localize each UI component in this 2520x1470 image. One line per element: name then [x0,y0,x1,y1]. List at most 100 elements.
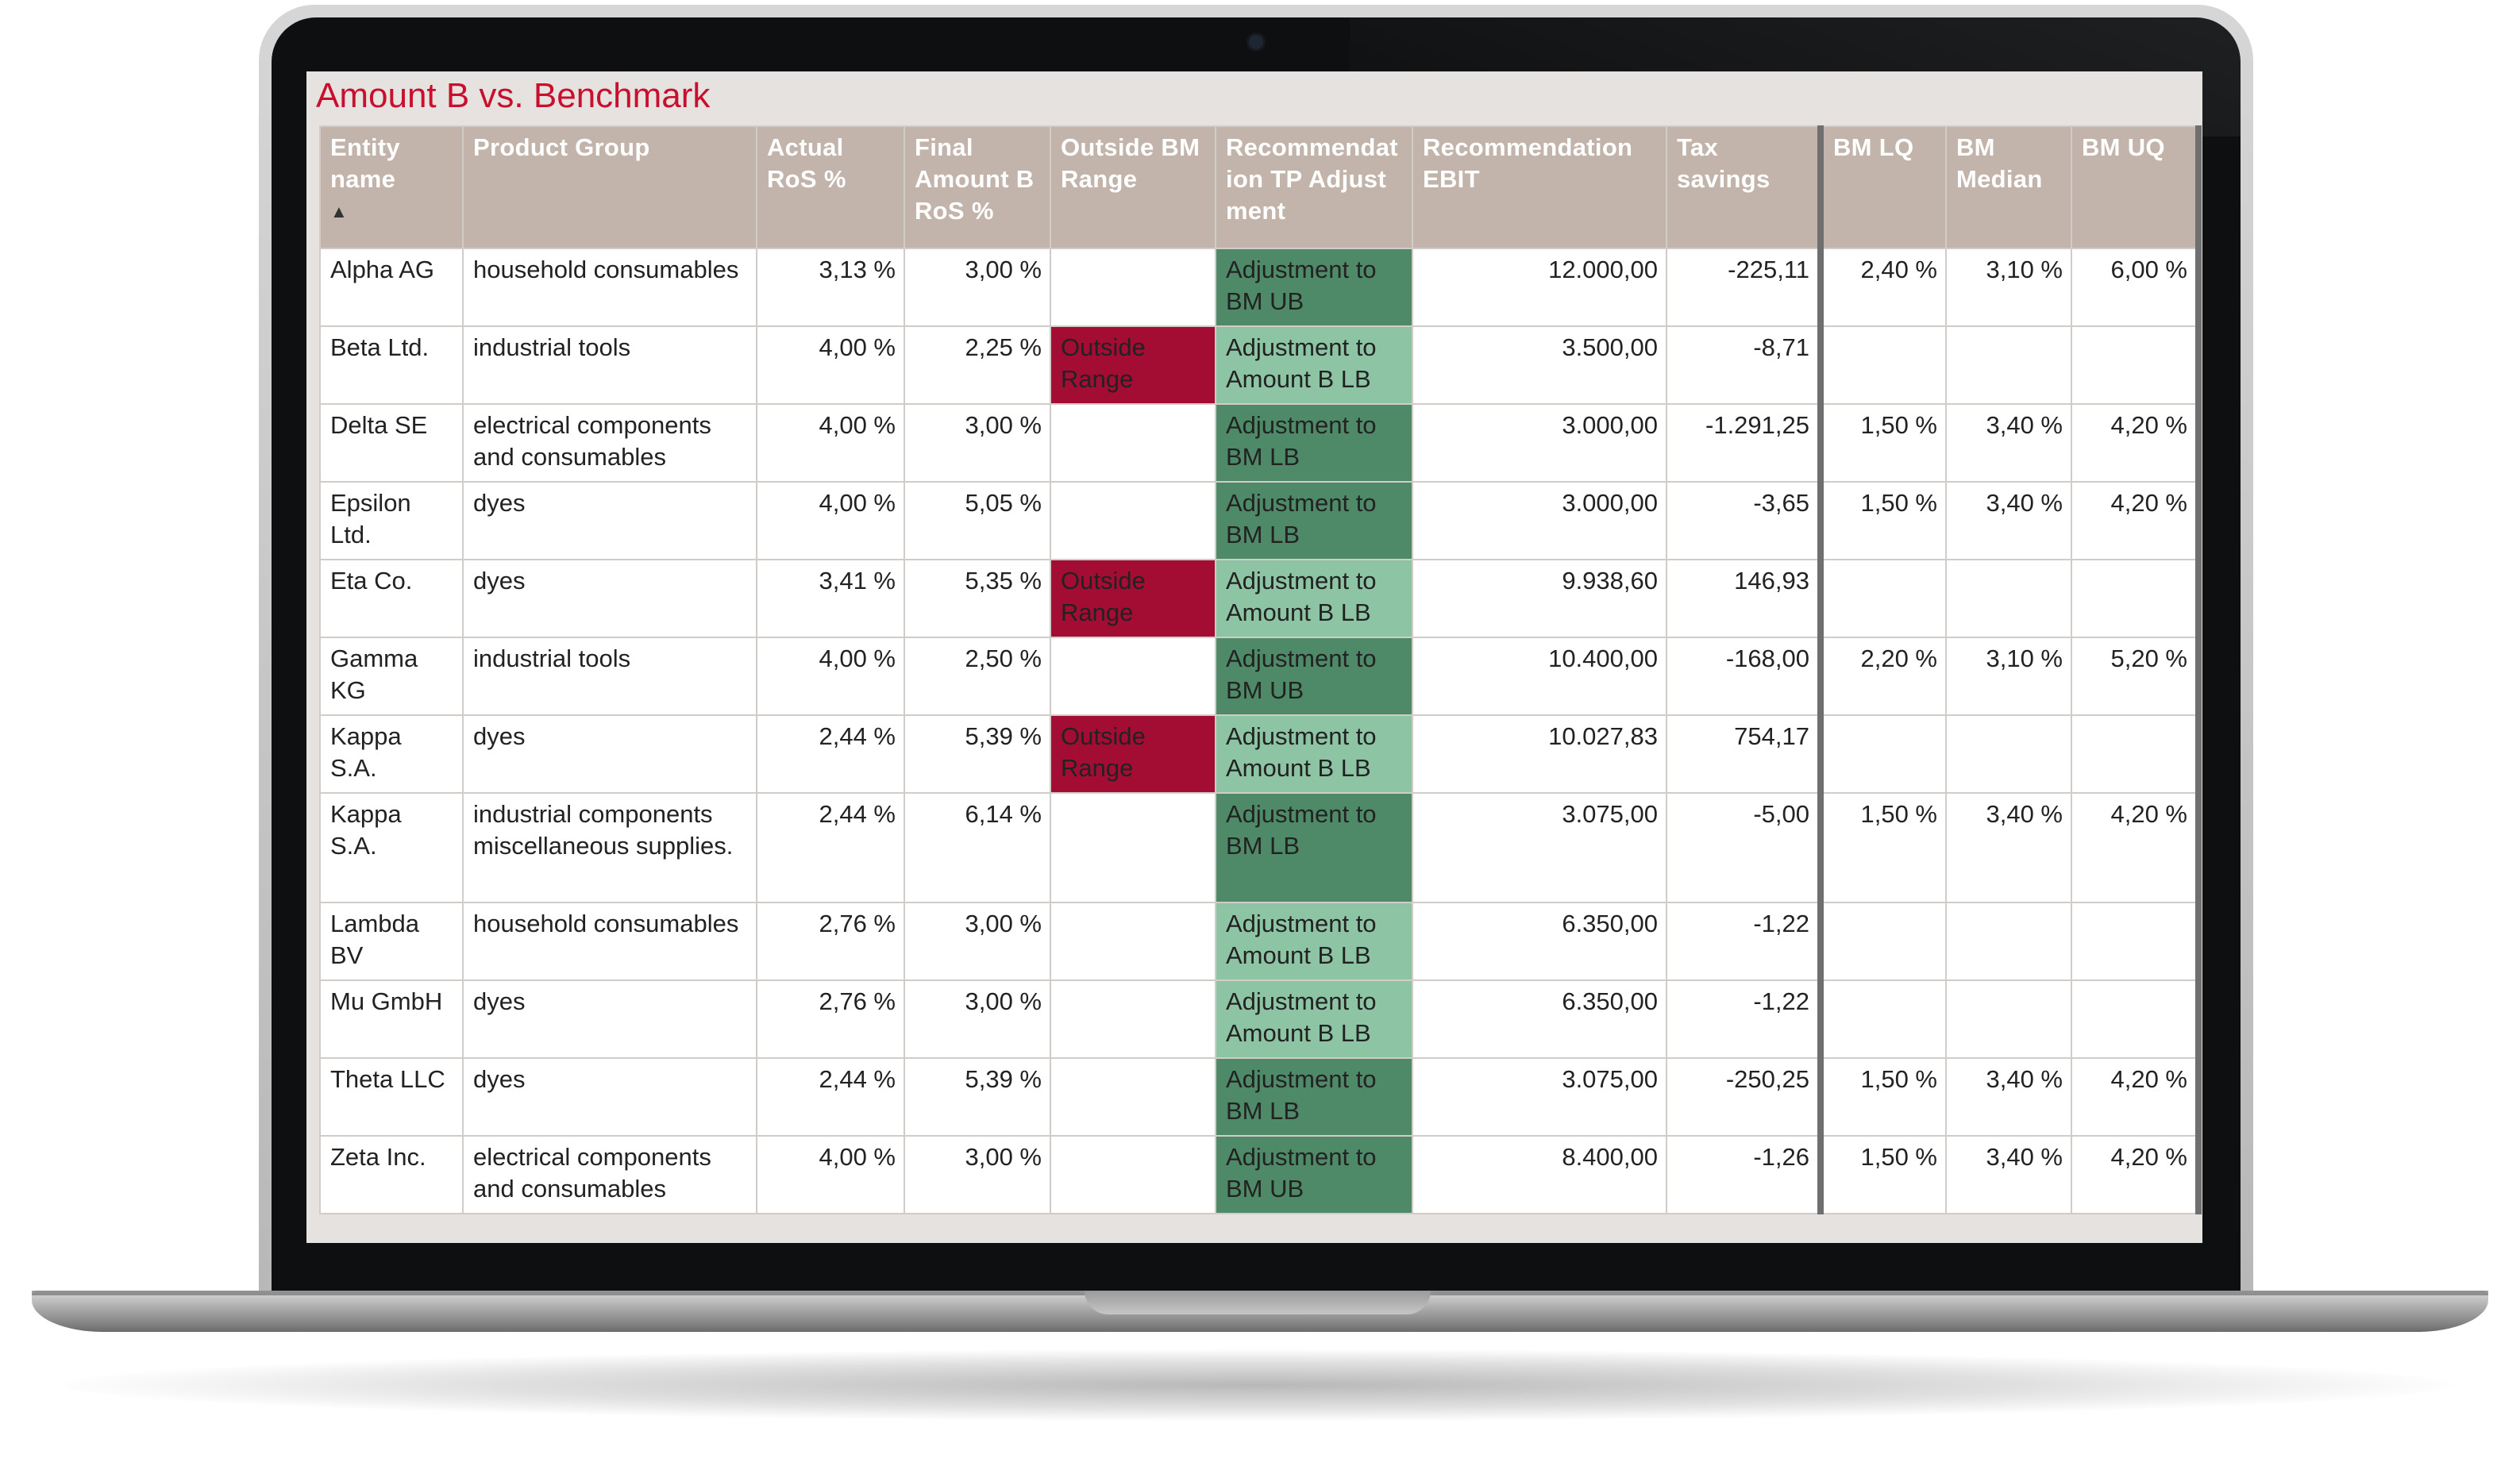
cell-actual-ros: 2,44 % [756,1057,905,1137]
cell-recommendation: Adjustment to BM UB [1215,637,1413,716]
cell-bm-median: 3,40 % [1945,1057,2072,1137]
cell-tax-savings: -1,22 [1666,902,1821,981]
cell-bm-median: 3,10 % [1945,637,2072,716]
table-row[interactable]: Delta SE electrical components and consu… [319,403,2202,483]
cell-bm-median [1945,714,2072,794]
cell-tax-savings: -250,25 [1666,1057,1821,1137]
sort-ascending-icon[interactable]: ▲ [330,202,349,221]
cell-bm-uq [2071,559,2202,638]
cell-bm-lq [1817,714,1947,794]
cell-final-ros: 3,00 % [904,902,1051,981]
column-header-product-group[interactable]: Product Group [462,125,757,249]
cell-recommendation: Adjustment to Amount B LB [1215,902,1413,981]
cell-ebit: 3.000,00 [1412,481,1667,560]
cell-entity: Eta Co. [319,559,464,638]
cell-bm-uq: 5,20 % [2071,637,2202,716]
cell-bm-uq: 4,20 % [2071,792,2202,903]
cell-ebit: 10.400,00 [1412,637,1667,716]
cell-tax-savings: -1,22 [1666,979,1821,1059]
cell-ebit: 3.075,00 [1412,1057,1667,1137]
table-row[interactable]: Beta Ltd. industrial tools 4,00 % 2,25 %… [319,325,2202,405]
cell-product-group: dyes [462,559,757,638]
column-header-recommendation-ebit[interactable]: Recommendation EBIT [1412,125,1667,249]
cell-entity: Epsilon Ltd. [319,481,464,560]
cell-product-group: household consumables [462,248,757,327]
cell-bm-median [1945,325,2072,405]
cell-outside-range [1050,481,1216,560]
table-row[interactable]: Eta Co. dyes 3,41 % 5,35 % Outside Range… [319,559,2202,638]
column-header-tax-savings[interactable]: Tax savings [1666,125,1821,249]
cell-recommendation: Adjustment to Amount B LB [1215,714,1413,794]
cell-recommendation: Adjustment to BM LB [1215,792,1413,903]
table-row[interactable]: Alpha AG household consumables 3,13 % 3,… [319,248,2202,327]
cell-bm-lq [1817,979,1947,1059]
table-row[interactable]: Kappa S.A. dyes 2,44 % 5,39 % Outside Ra… [319,714,2202,794]
cell-tax-savings: -225,11 [1666,248,1821,327]
table-row[interactable]: Zeta Inc. electrical components and cons… [319,1135,2202,1214]
cell-ebit: 9.938,60 [1412,559,1667,638]
column-header-recommendation-tp-adjustment[interactable]: Recommendation TP Adjustment [1215,125,1413,249]
cell-recommendation: Adjustment to BM UB [1215,1135,1413,1214]
cell-entity: Kappa S.A. [319,714,464,794]
column-header-final-amount-b-ros[interactable]: Final Amount B RoS % [904,125,1051,249]
cell-final-ros: 3,00 % [904,248,1051,327]
cell-outside-range: Outside Range [1050,714,1216,794]
cell-final-ros: 3,00 % [904,979,1051,1059]
cell-entity: Zeta Inc. [319,1135,464,1214]
cell-actual-ros: 4,00 % [756,1135,905,1214]
column-header-bm-median[interactable]: BM Median [1945,125,2072,249]
cell-bm-median: 3,40 % [1945,1135,2072,1214]
laptop-opening-notch [1085,1291,1431,1314]
table-row[interactable]: Kappa S.A. industrial components miscell… [319,792,2202,903]
cell-bm-median: 3,40 % [1945,792,2072,903]
cell-product-group: electrical components and consumables [462,403,757,483]
cell-bm-median: 3,40 % [1945,481,2072,560]
cell-outside-range [1050,403,1216,483]
cell-actual-ros: 2,76 % [756,979,905,1059]
cell-actual-ros: 2,44 % [756,792,905,903]
column-header-bm-lq[interactable]: BM LQ [1817,125,1947,249]
cell-tax-savings: -168,00 [1666,637,1821,716]
cell-recommendation: Adjustment to Amount B LB [1215,979,1413,1059]
cell-actual-ros: 2,76 % [756,902,905,981]
cell-product-group: household consumables [462,902,757,981]
table-row[interactable]: Epsilon Ltd. dyes 4,00 % 5,05 % Adjustme… [319,481,2202,560]
cell-final-ros: 3,00 % [904,403,1051,483]
cell-entity: Kappa S.A. [319,792,464,903]
cell-actual-ros: 4,00 % [756,325,905,405]
cell-product-group: dyes [462,481,757,560]
column-header-entity-name[interactable]: Entity name ▲ [319,125,464,249]
cell-tax-savings: -8,71 [1666,325,1821,405]
report-screen: Amount B vs. Benchmark Entity name ▲ Prod… [306,71,2202,1243]
table-row[interactable]: Mu GmbH dyes 2,76 % 3,00 % Adjustment to… [319,979,2202,1059]
cell-entity: Theta LLC [319,1057,464,1137]
cell-outside-range: Outside Range [1050,325,1216,405]
table-row[interactable]: Lambda BV household consumables 2,76 % 3… [319,902,2202,981]
column-header-outside-bm-range[interactable]: Outside BM Range [1050,125,1216,249]
column-header-bm-uq[interactable]: BM UQ [2071,125,2202,249]
cell-recommendation: Adjustment to BM LB [1215,481,1413,560]
cell-entity: Beta Ltd. [319,325,464,405]
column-header-actual-ros[interactable]: Actual RoS % [756,125,905,249]
cell-bm-uq [2071,325,2202,405]
cell-product-group: industrial tools [462,325,757,405]
cell-product-group: dyes [462,979,757,1059]
cell-actual-ros: 3,41 % [756,559,905,638]
cell-bm-lq: 2,40 % [1817,248,1947,327]
cell-product-group: dyes [462,714,757,794]
cell-ebit: 6.350,00 [1412,979,1667,1059]
cell-ebit: 3.000,00 [1412,403,1667,483]
cell-bm-uq [2071,902,2202,981]
cell-tax-savings: -1.291,25 [1666,403,1821,483]
cell-ebit: 12.000,00 [1412,248,1667,327]
cell-bm-lq: 1,50 % [1817,792,1947,903]
cell-bm-lq: 2,20 % [1817,637,1947,716]
cell-bm-lq: 1,50 % [1817,403,1947,483]
cell-ebit: 3.075,00 [1412,792,1667,903]
table-row[interactable]: Theta LLC dyes 2,44 % 5,39 % Adjustment … [319,1057,2202,1137]
table-row[interactable]: Gamma KG industrial tools 4,00 % 2,50 % … [319,637,2202,716]
cell-bm-lq: 1,50 % [1817,1057,1947,1137]
cell-bm-median [1945,979,2072,1059]
cell-ebit: 3.500,00 [1412,325,1667,405]
cell-entity: Mu GmbH [319,979,464,1059]
